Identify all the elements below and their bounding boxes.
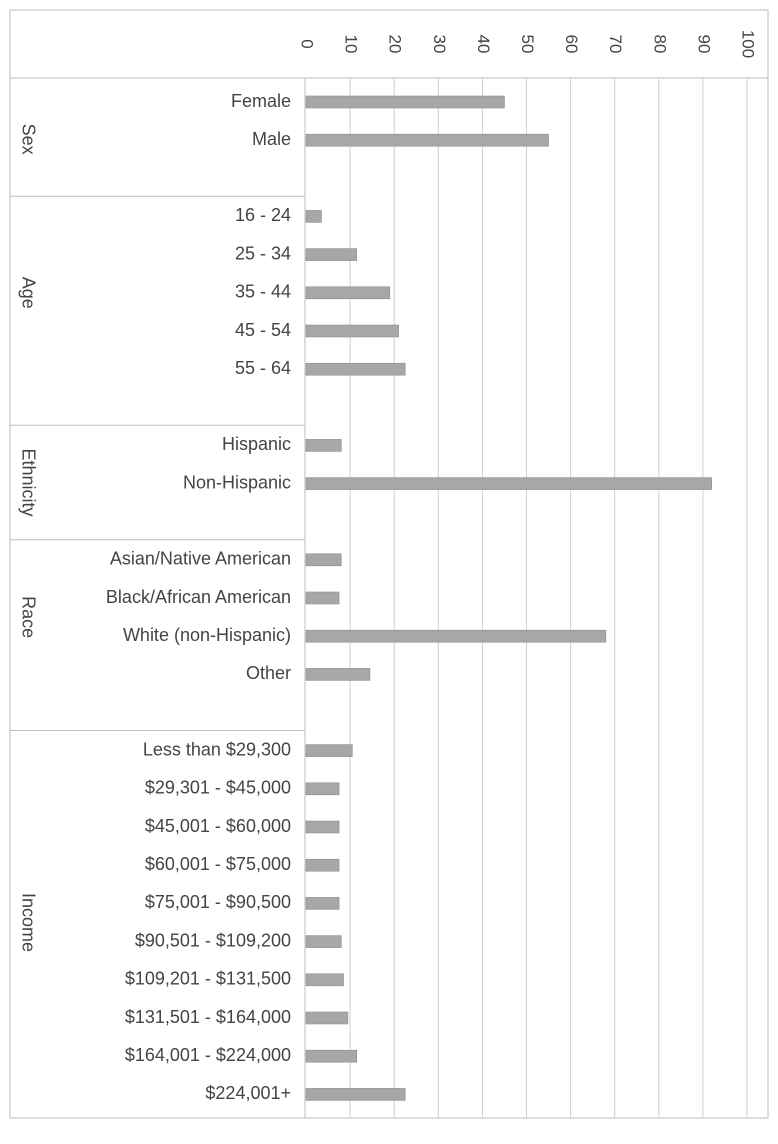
- category-label: 35 - 44: [235, 282, 291, 302]
- bar: [305, 362, 406, 376]
- category-label: Male: [252, 129, 291, 149]
- bar: [305, 286, 391, 300]
- bar: [305, 1049, 358, 1063]
- category-label: Black/African American: [106, 587, 291, 607]
- bar: [305, 973, 344, 987]
- bar: [305, 477, 713, 490]
- x-tick-label: 90: [694, 35, 713, 54]
- bar: [305, 553, 342, 567]
- x-tick-label: 60: [562, 35, 581, 54]
- x-tick-label: 30: [430, 35, 449, 54]
- bar: [305, 668, 371, 681]
- bar: [305, 935, 342, 948]
- x-tick-label: 0: [298, 39, 317, 48]
- category-label: White (non-Hispanic): [123, 625, 291, 645]
- category-label: Other: [246, 663, 291, 683]
- bar: [305, 210, 322, 223]
- bar: [305, 439, 342, 452]
- chart-border: [9, 9, 769, 1119]
- x-axis-ticks: 0 10 20 30 40 50 60 70 80 90 100: [298, 30, 758, 58]
- category-label: $224,001+: [205, 1083, 291, 1103]
- category-label: $29,301 - $45,000: [145, 778, 291, 798]
- bar: [305, 820, 340, 834]
- category-label: Less than $29,300: [143, 739, 291, 759]
- category-label: $131,501 - $164,000: [125, 1007, 291, 1027]
- category-label: $164,001 - $224,000: [125, 1045, 291, 1065]
- x-tick-label: 20: [386, 35, 405, 54]
- category-label: 45 - 54: [235, 320, 291, 340]
- group-label: Ethnicity: [18, 448, 38, 516]
- bar: [305, 858, 340, 872]
- group-separators: [10, 195, 305, 731]
- category-label: $75,001 - $90,500: [145, 892, 291, 912]
- category-label: $109,201 - $131,500: [125, 969, 291, 989]
- category-labels: Female Male 16 - 24 25 - 34 35 - 44 45 - 54 55…: [106, 91, 291, 1103]
- x-tick-label: 50: [518, 35, 537, 54]
- category-label: $60,001 - $75,000: [145, 854, 291, 874]
- bar: [305, 95, 505, 109]
- chart-frame: [9, 9, 769, 1119]
- gridlines: [349, 78, 748, 1118]
- category-label: Female: [231, 91, 291, 111]
- group-label: Sex: [18, 124, 38, 155]
- category-label: Asian/Native American: [110, 549, 291, 569]
- x-tick-label: 40: [474, 35, 493, 54]
- bars: [305, 95, 713, 1101]
- x-tick-label: 10: [342, 35, 361, 54]
- bar: [305, 897, 340, 910]
- category-label: 25 - 34: [235, 243, 291, 263]
- bar: [305, 629, 607, 643]
- category-label: $90,501 - $109,200: [135, 930, 291, 950]
- group-label: Income: [18, 893, 38, 952]
- bar: [305, 1011, 349, 1025]
- group-label: Race: [18, 596, 38, 638]
- bar: [305, 744, 353, 757]
- bar: [305, 1088, 406, 1101]
- category-label: 16 - 24: [235, 205, 291, 225]
- x-tick-label: 80: [650, 35, 669, 54]
- group-label: Age: [18, 277, 38, 309]
- category-label: 55 - 64: [235, 358, 291, 378]
- x-tick-label: 70: [606, 35, 625, 54]
- category-label: Non-Hispanic: [183, 472, 291, 492]
- bar: [305, 324, 399, 338]
- bar: [305, 248, 358, 261]
- category-label: $45,001 - $60,000: [145, 816, 291, 836]
- category-label: Hispanic: [222, 434, 291, 454]
- bar: [305, 591, 340, 605]
- group-labels: Sex Age Ethnicity Race Income: [18, 124, 38, 952]
- bar: [305, 133, 549, 147]
- x-tick-label: 100: [739, 30, 758, 58]
- bar: [305, 782, 340, 796]
